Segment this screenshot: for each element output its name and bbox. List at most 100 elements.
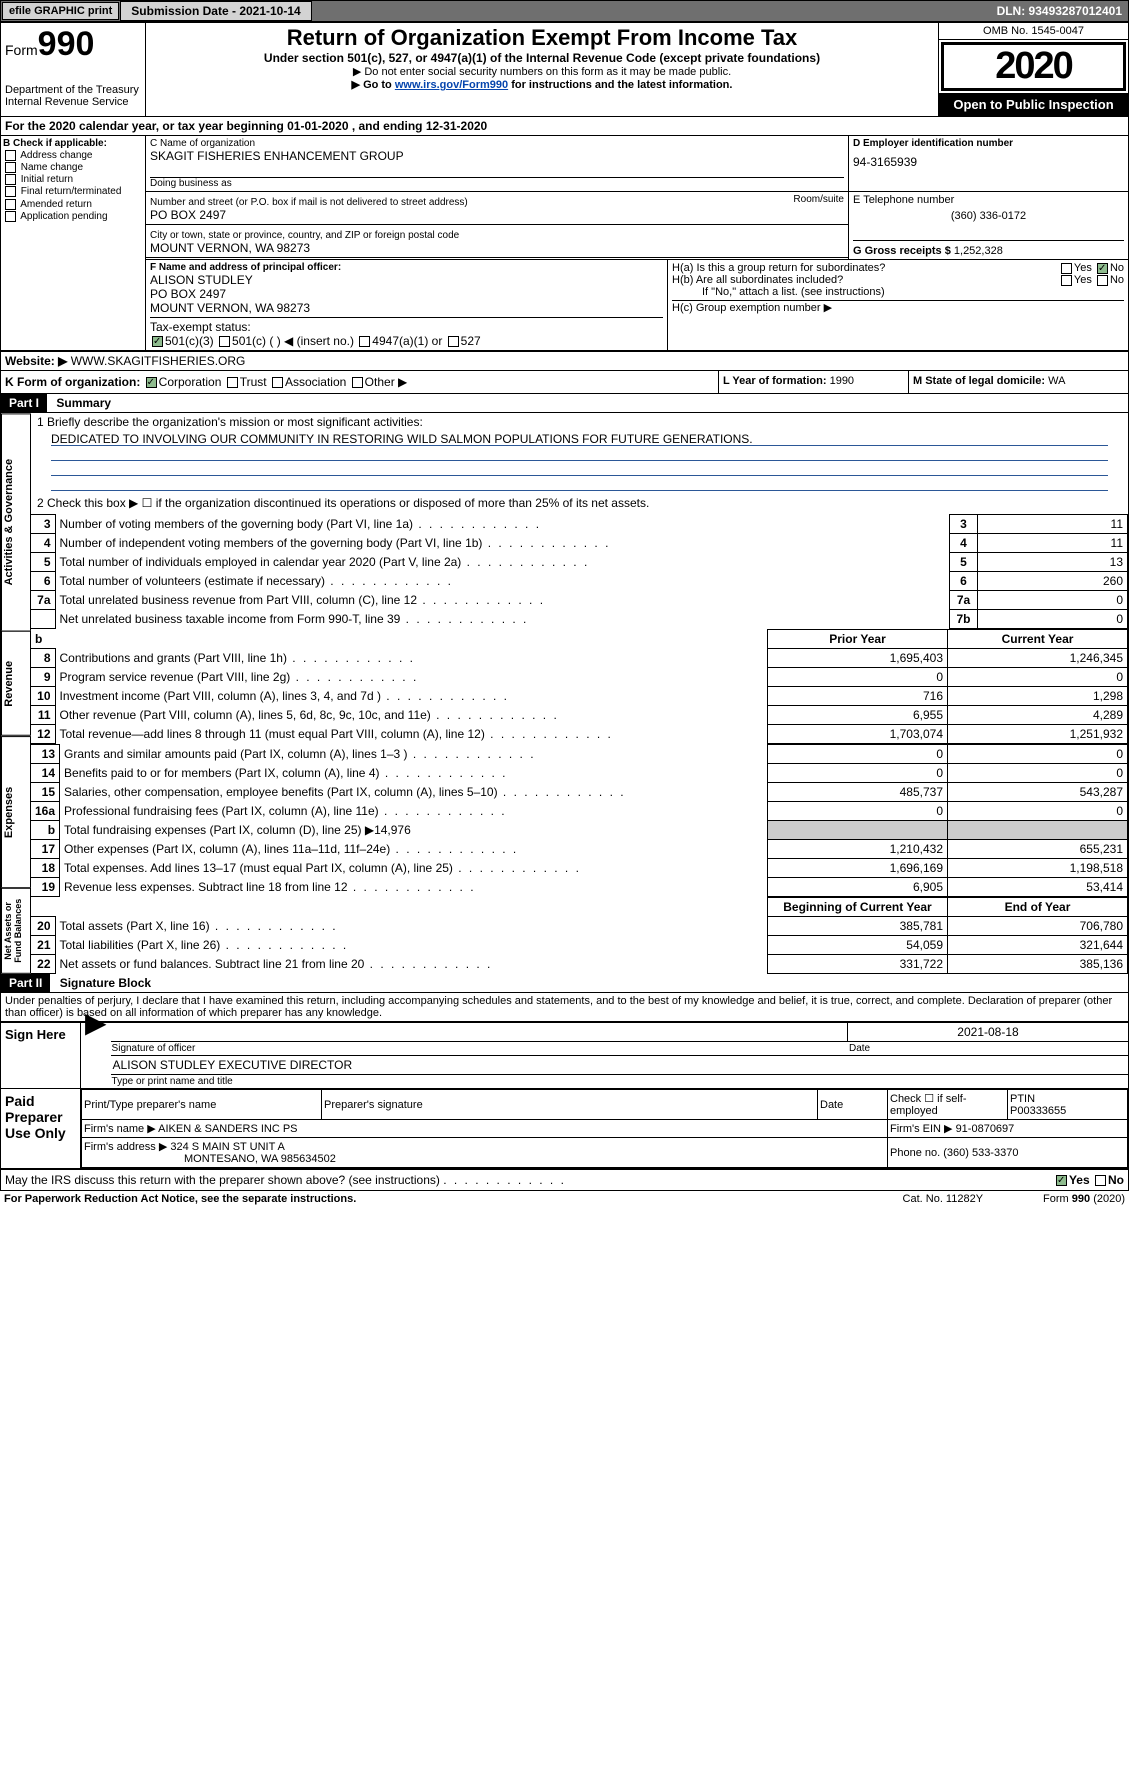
exp-row-13: 13Grants and similar amounts paid (Part … (31, 745, 1128, 764)
efile-print-btn[interactable]: efile GRAPHIC print (2, 2, 119, 20)
chk-trust[interactable] (227, 377, 238, 388)
firm-name: AIKEN & SANDERS INC PS (158, 1123, 297, 1135)
firm-city: MONTESANO, WA 985634502 (84, 1153, 336, 1165)
gov-row-5: 5Total number of individuals employed in… (31, 553, 1128, 572)
chk-other[interactable] (352, 377, 363, 388)
ha-yes[interactable] (1061, 263, 1072, 274)
gov-row-3: 3Number of voting members of the governi… (31, 515, 1128, 534)
paid-preparer: Paid Preparer Use Only (1, 1089, 81, 1168)
side-netassets: Net Assets or Fund Balances (1, 888, 31, 974)
lbl-4947: 4947(a)(1) or (372, 334, 442, 348)
check-self: Check ☐ if self-employed (890, 1093, 967, 1117)
ha-lbl: H(a) Is this a group return for subordin… (672, 262, 885, 274)
ptin-val: P00333655 (1010, 1105, 1066, 1117)
l-val: 1990 (830, 375, 854, 387)
date2-lbl: Date (820, 1099, 843, 1111)
room-lbl: Room/suite (793, 194, 844, 205)
firm-phone-lbl: Phone no. (890, 1147, 940, 1159)
note-goto-post: for instructions and the latest informat… (508, 79, 732, 91)
na-row-21: 21Total liabilities (Part X, line 26)54,… (31, 936, 1128, 955)
chk-address-change[interactable]: Address change (3, 150, 143, 161)
part-ii-title: Signature Block (54, 974, 157, 992)
part-i-title: Summary (50, 394, 117, 412)
exp-row-19: 19Revenue less expenses. Subtract line 1… (31, 878, 1128, 897)
side-governance: Activities & Governance (1, 413, 31, 631)
dept-treasury: Department of the Treasury Internal Reve… (5, 84, 141, 108)
declaration: Under penalties of perjury, I declare th… (0, 993, 1129, 1022)
chk-501c[interactable] (219, 336, 230, 347)
q2: 2 Check this box ▶ ☐ if the organization… (31, 492, 1128, 514)
form-title: Return of Organization Exempt From Incom… (148, 25, 936, 51)
exp-row-15: 15Salaries, other compensation, employee… (31, 783, 1128, 802)
firm-addr-lbl: Firm's address ▶ (84, 1141, 167, 1153)
chk-501c3[interactable] (152, 336, 163, 347)
firm-ein-lbl: Firm's EIN ▶ (890, 1123, 953, 1135)
rev-row-9: 9Program service revenue (Part VIII, lin… (31, 668, 1128, 687)
exp-row-17: 17Other expenses (Part IX, column (A), l… (31, 840, 1128, 859)
part-ii-hdr: Part II (1, 974, 50, 992)
hb-yes[interactable] (1061, 275, 1072, 286)
gov-row-7b: Net unrelated business taxable income fr… (31, 610, 1128, 629)
ein-val: 94-3165939 (853, 155, 1124, 169)
mission-line3 (51, 462, 1108, 476)
chk-final-return-terminated[interactable]: Final return/terminated (3, 186, 143, 197)
chk-application-pending[interactable]: Application pending (3, 211, 143, 222)
discuss-no[interactable] (1095, 1175, 1106, 1186)
cat-no: Cat. No. 11282Y (903, 1193, 984, 1205)
firm-phone: (360) 533-3370 (943, 1147, 1018, 1159)
h-note: If "No," attach a list. (see instruction… (672, 286, 1124, 298)
exp-row-b: bTotal fundraising expenses (Part IX, co… (31, 821, 1128, 840)
q1: 1 Briefly describe the organization's mi… (31, 413, 1128, 431)
part-i-hdr: Part I (1, 394, 47, 412)
na-row-20: 20Total assets (Part X, line 16)385,7817… (31, 917, 1128, 936)
hb-no[interactable] (1097, 275, 1108, 286)
officer-name: ALISON STUDLEY (150, 273, 663, 287)
mission-line4 (51, 477, 1108, 491)
officer-addr2: MOUNT VERNON, WA 98273 (150, 301, 663, 315)
city-lbl: City or town, state or province, country… (150, 230, 459, 241)
form-subtitle: Under section 501(c), 527, or 4947(a)(1)… (148, 51, 936, 65)
ha-no[interactable] (1097, 263, 1108, 274)
lbl-trust: Trust (240, 375, 267, 389)
chk-initial-return[interactable]: Initial return (3, 174, 143, 185)
addr-val: PO BOX 2497 (150, 208, 226, 222)
chk-527[interactable] (448, 336, 459, 347)
omb-number: OMB No. 1545-0047 (939, 23, 1128, 40)
officer-typed: ALISON STUDLEY EXECUTIVE DIRECTOR (111, 1056, 1128, 1075)
officer-lbl: F Name and address of principal officer: (150, 262, 663, 273)
officer-typed-lbl: Type or print name and title (111, 1075, 1128, 1088)
dln: DLN: 93493287012401 (991, 2, 1128, 20)
lbl-corp: Corporation (159, 375, 222, 389)
lbl-other: Other ▶ (365, 375, 408, 389)
lbl-501c3: 501(c)(3) (165, 334, 214, 348)
officer-addr1: PO BOX 2497 (150, 287, 663, 301)
ptin-lbl: PTIN (1010, 1093, 1035, 1105)
sig-date: 2021-08-18 (848, 1023, 1128, 1042)
m-lbl: M State of legal domicile: (913, 375, 1045, 387)
chk-assoc[interactable] (272, 377, 283, 388)
lbl-501c: 501(c) ( ) ◀ (insert no.) (232, 334, 354, 348)
rev-row-10: 10Investment income (Part VIII, column (… (31, 687, 1128, 706)
side-expenses: Expenses (1, 736, 31, 888)
irs-link[interactable]: www.irs.gov/Form990 (395, 79, 508, 91)
rev-row-11: 11Other revenue (Part VIII, column (A), … (31, 706, 1128, 725)
addr-lbl: Number and street (or P.O. box if mail i… (150, 197, 468, 208)
date-lbl: Date (848, 1042, 1128, 1055)
na-row-22: 22Net assets or fund balances. Subtract … (31, 955, 1128, 974)
discuss-yes[interactable] (1056, 1175, 1067, 1186)
pra-notice: For Paperwork Reduction Act Notice, see … (4, 1193, 356, 1205)
gross-val: 1,252,328 (954, 245, 1003, 257)
discuss-lbl: May the IRS discuss this return with the… (5, 1173, 440, 1187)
chk-4947[interactable] (359, 336, 370, 347)
org-name: SKAGIT FISHERIES ENHANCEMENT GROUP (150, 149, 844, 163)
tax-exempt-lbl: Tax-exempt status: (150, 320, 251, 334)
website-val: WWW.SKAGITFISHERIES.ORG (67, 354, 245, 368)
chk-amended-return[interactable]: Amended return (3, 199, 143, 210)
form-prefix: Form (5, 42, 38, 58)
chk-name-change[interactable]: Name change (3, 162, 143, 173)
form-number: 990 (38, 25, 95, 63)
chk-corp[interactable] (146, 377, 157, 388)
note-goto-pre: ▶ Go to (352, 79, 395, 91)
gov-row-7a: 7aTotal unrelated business revenue from … (31, 591, 1128, 610)
firm-addr: 324 S MAIN ST UNIT A (170, 1141, 285, 1153)
